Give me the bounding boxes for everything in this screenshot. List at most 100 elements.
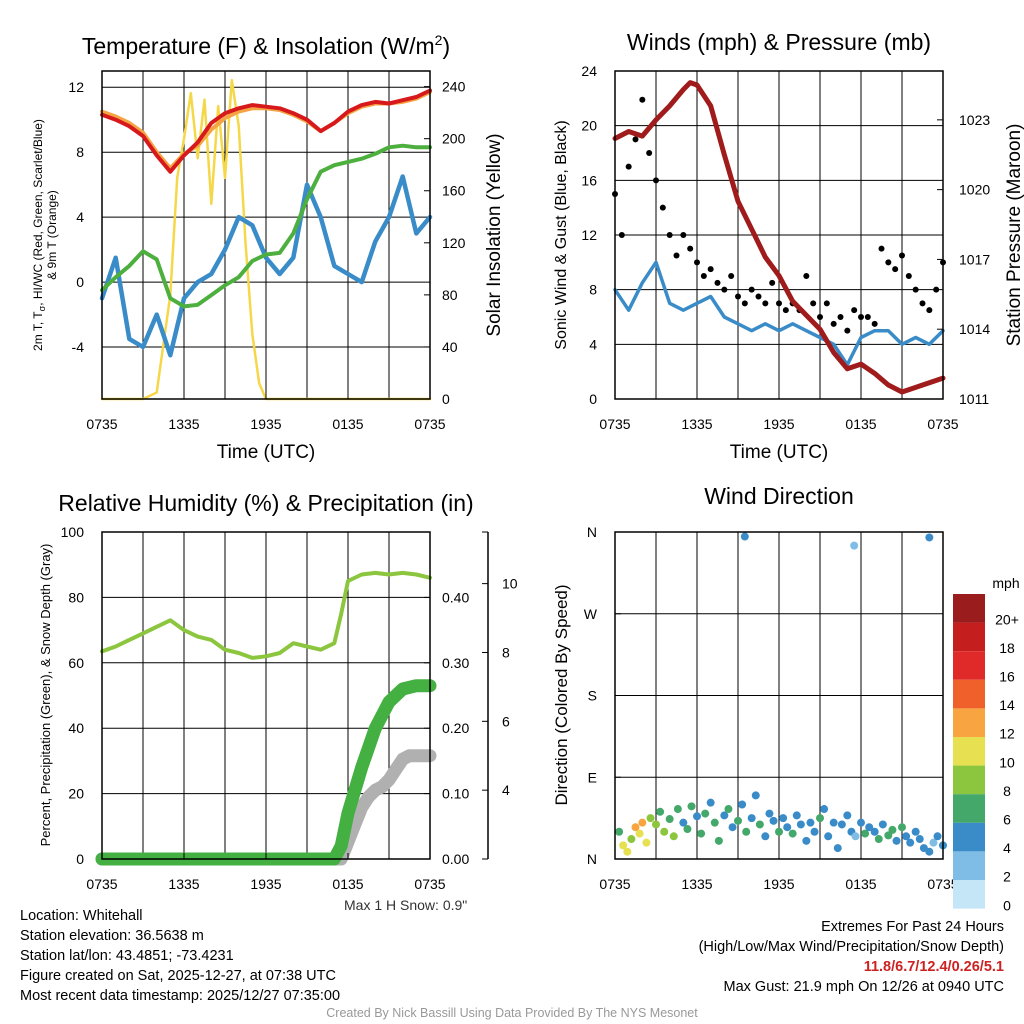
direction-point: [631, 823, 640, 832]
direction-point: [710, 818, 719, 827]
direction-point: [829, 818, 838, 827]
gust-point: [926, 307, 933, 314]
station-info: Location: Whitehall Station elevation: 3…: [20, 906, 340, 1006]
gust-point: [659, 204, 666, 211]
temperature-ylabel: 2m T, Tσ, HI/WC (Red, Green, Scarlet/Blu…: [31, 119, 47, 351]
y-tick-label: 60: [68, 655, 84, 671]
direction-point: [656, 807, 665, 816]
gust-point: [714, 279, 721, 286]
direction-point: [775, 827, 783, 836]
wind-direction-title: Wind Direction: [704, 483, 854, 509]
direction-point: [915, 835, 924, 844]
y-tick-label: 4: [76, 209, 84, 225]
x-tick-label: 0735: [86, 876, 117, 892]
x-tick-label: 0135: [845, 876, 876, 892]
direction-point: [902, 832, 911, 841]
y2-tick-label: 0.40: [442, 589, 469, 605]
direction-point: [623, 847, 632, 856]
winds-xlabel: Time (UTC): [730, 442, 829, 463]
direction-point: [755, 820, 764, 829]
direction-point: [851, 832, 860, 841]
x-tick-label: 0135: [332, 416, 363, 432]
gust-point: [885, 259, 892, 266]
y3-tick-label: 8: [502, 644, 510, 660]
gust-point: [858, 314, 864, 320]
gust-point: [741, 300, 748, 307]
legend-label: 10: [999, 754, 1015, 770]
gust-point: [776, 300, 782, 307]
y3-tick-label: 10: [502, 576, 518, 592]
direction-point: [615, 827, 624, 836]
x-tick-label: 1335: [681, 416, 712, 432]
gust-point: [905, 273, 912, 279]
gust-point: [673, 252, 680, 259]
y-tick-label: N: [587, 851, 597, 867]
direction-point: [714, 836, 723, 845]
gust-point: [817, 314, 823, 320]
y-tick-label: 40: [68, 720, 84, 736]
legend-swatch: [953, 794, 985, 823]
direction-point: [820, 805, 829, 814]
legend-label: 8: [1003, 783, 1011, 799]
extremes-info: Extremes For Past 24 Hours (High/Low/Max…: [699, 917, 1004, 997]
gust-point: [735, 293, 741, 300]
gust-point: [912, 286, 919, 293]
series-humidity: [100, 570, 432, 660]
gust-point: [653, 177, 659, 184]
gust-point: [632, 136, 639, 143]
y2-tick-label: 80: [442, 287, 458, 303]
y-tick-label: 20: [68, 786, 84, 802]
gust-point: [803, 273, 810, 279]
legend-label: 6: [1003, 812, 1011, 828]
direction-point: [870, 827, 879, 836]
direction-point: [861, 829, 870, 838]
wind-direction-ylabel: Direction (Colored By Speed): [552, 584, 571, 805]
y2-tick-label: 0.10: [442, 786, 469, 802]
direction-point: [888, 825, 897, 834]
x-tick-label: 0735: [414, 876, 445, 892]
x-tick-label: 0735: [599, 876, 630, 892]
direction-point: [673, 805, 682, 814]
direction-point: [660, 827, 669, 836]
max-snow-note: Max 1 H Snow: 0.9": [344, 897, 468, 913]
direction-point: [779, 814, 788, 823]
gust-point: [721, 286, 728, 293]
y2-tick-label: 0.00: [442, 851, 469, 867]
direction-point: [669, 832, 678, 841]
legend-label: 14: [999, 697, 1015, 713]
legend-swatch: [953, 822, 985, 852]
legend-swatch: [953, 622, 985, 652]
series-windchill: [99, 174, 433, 358]
direction-point: [933, 832, 942, 841]
gust-point: [899, 252, 905, 259]
y-tick-label: -4: [72, 339, 85, 355]
x-tick-label: 1935: [763, 416, 794, 432]
direction-point: [747, 814, 756, 823]
direction-point: [635, 829, 644, 838]
direction-point: [802, 836, 811, 845]
direction-point: [683, 825, 692, 834]
gust-point: [878, 245, 885, 252]
legend-swatch: [953, 765, 985, 795]
legend-swatch: [953, 708, 985, 737]
gust-point: [851, 307, 858, 314]
direction-point: [646, 814, 655, 823]
gust-point: [864, 314, 871, 320]
direction-point: [824, 832, 833, 841]
direction-point: [806, 818, 815, 827]
gust-point: [933, 286, 940, 293]
humidity-panel: Relative Humidity (%) & Precipitation (i…: [38, 490, 518, 892]
direction-point: [850, 541, 859, 550]
gust-point: [769, 279, 776, 286]
y-tick-label: S: [588, 688, 597, 704]
y-tick-label: 0: [76, 851, 84, 867]
winds-panel: Winds (mph) & Pressure (mb) 0 4 8 12 16 20 24 1…: [553, 29, 1024, 463]
gust-point: [707, 266, 714, 273]
direction-point: [884, 831, 893, 840]
y-tick-label: 8: [76, 144, 84, 160]
direction-point: [701, 809, 710, 818]
direction-point: [810, 827, 819, 836]
gust-point: [618, 232, 625, 238]
y2-tick-label: 200: [442, 131, 466, 147]
temperature-y2label: Solar Insolation (Yellow): [484, 133, 505, 336]
